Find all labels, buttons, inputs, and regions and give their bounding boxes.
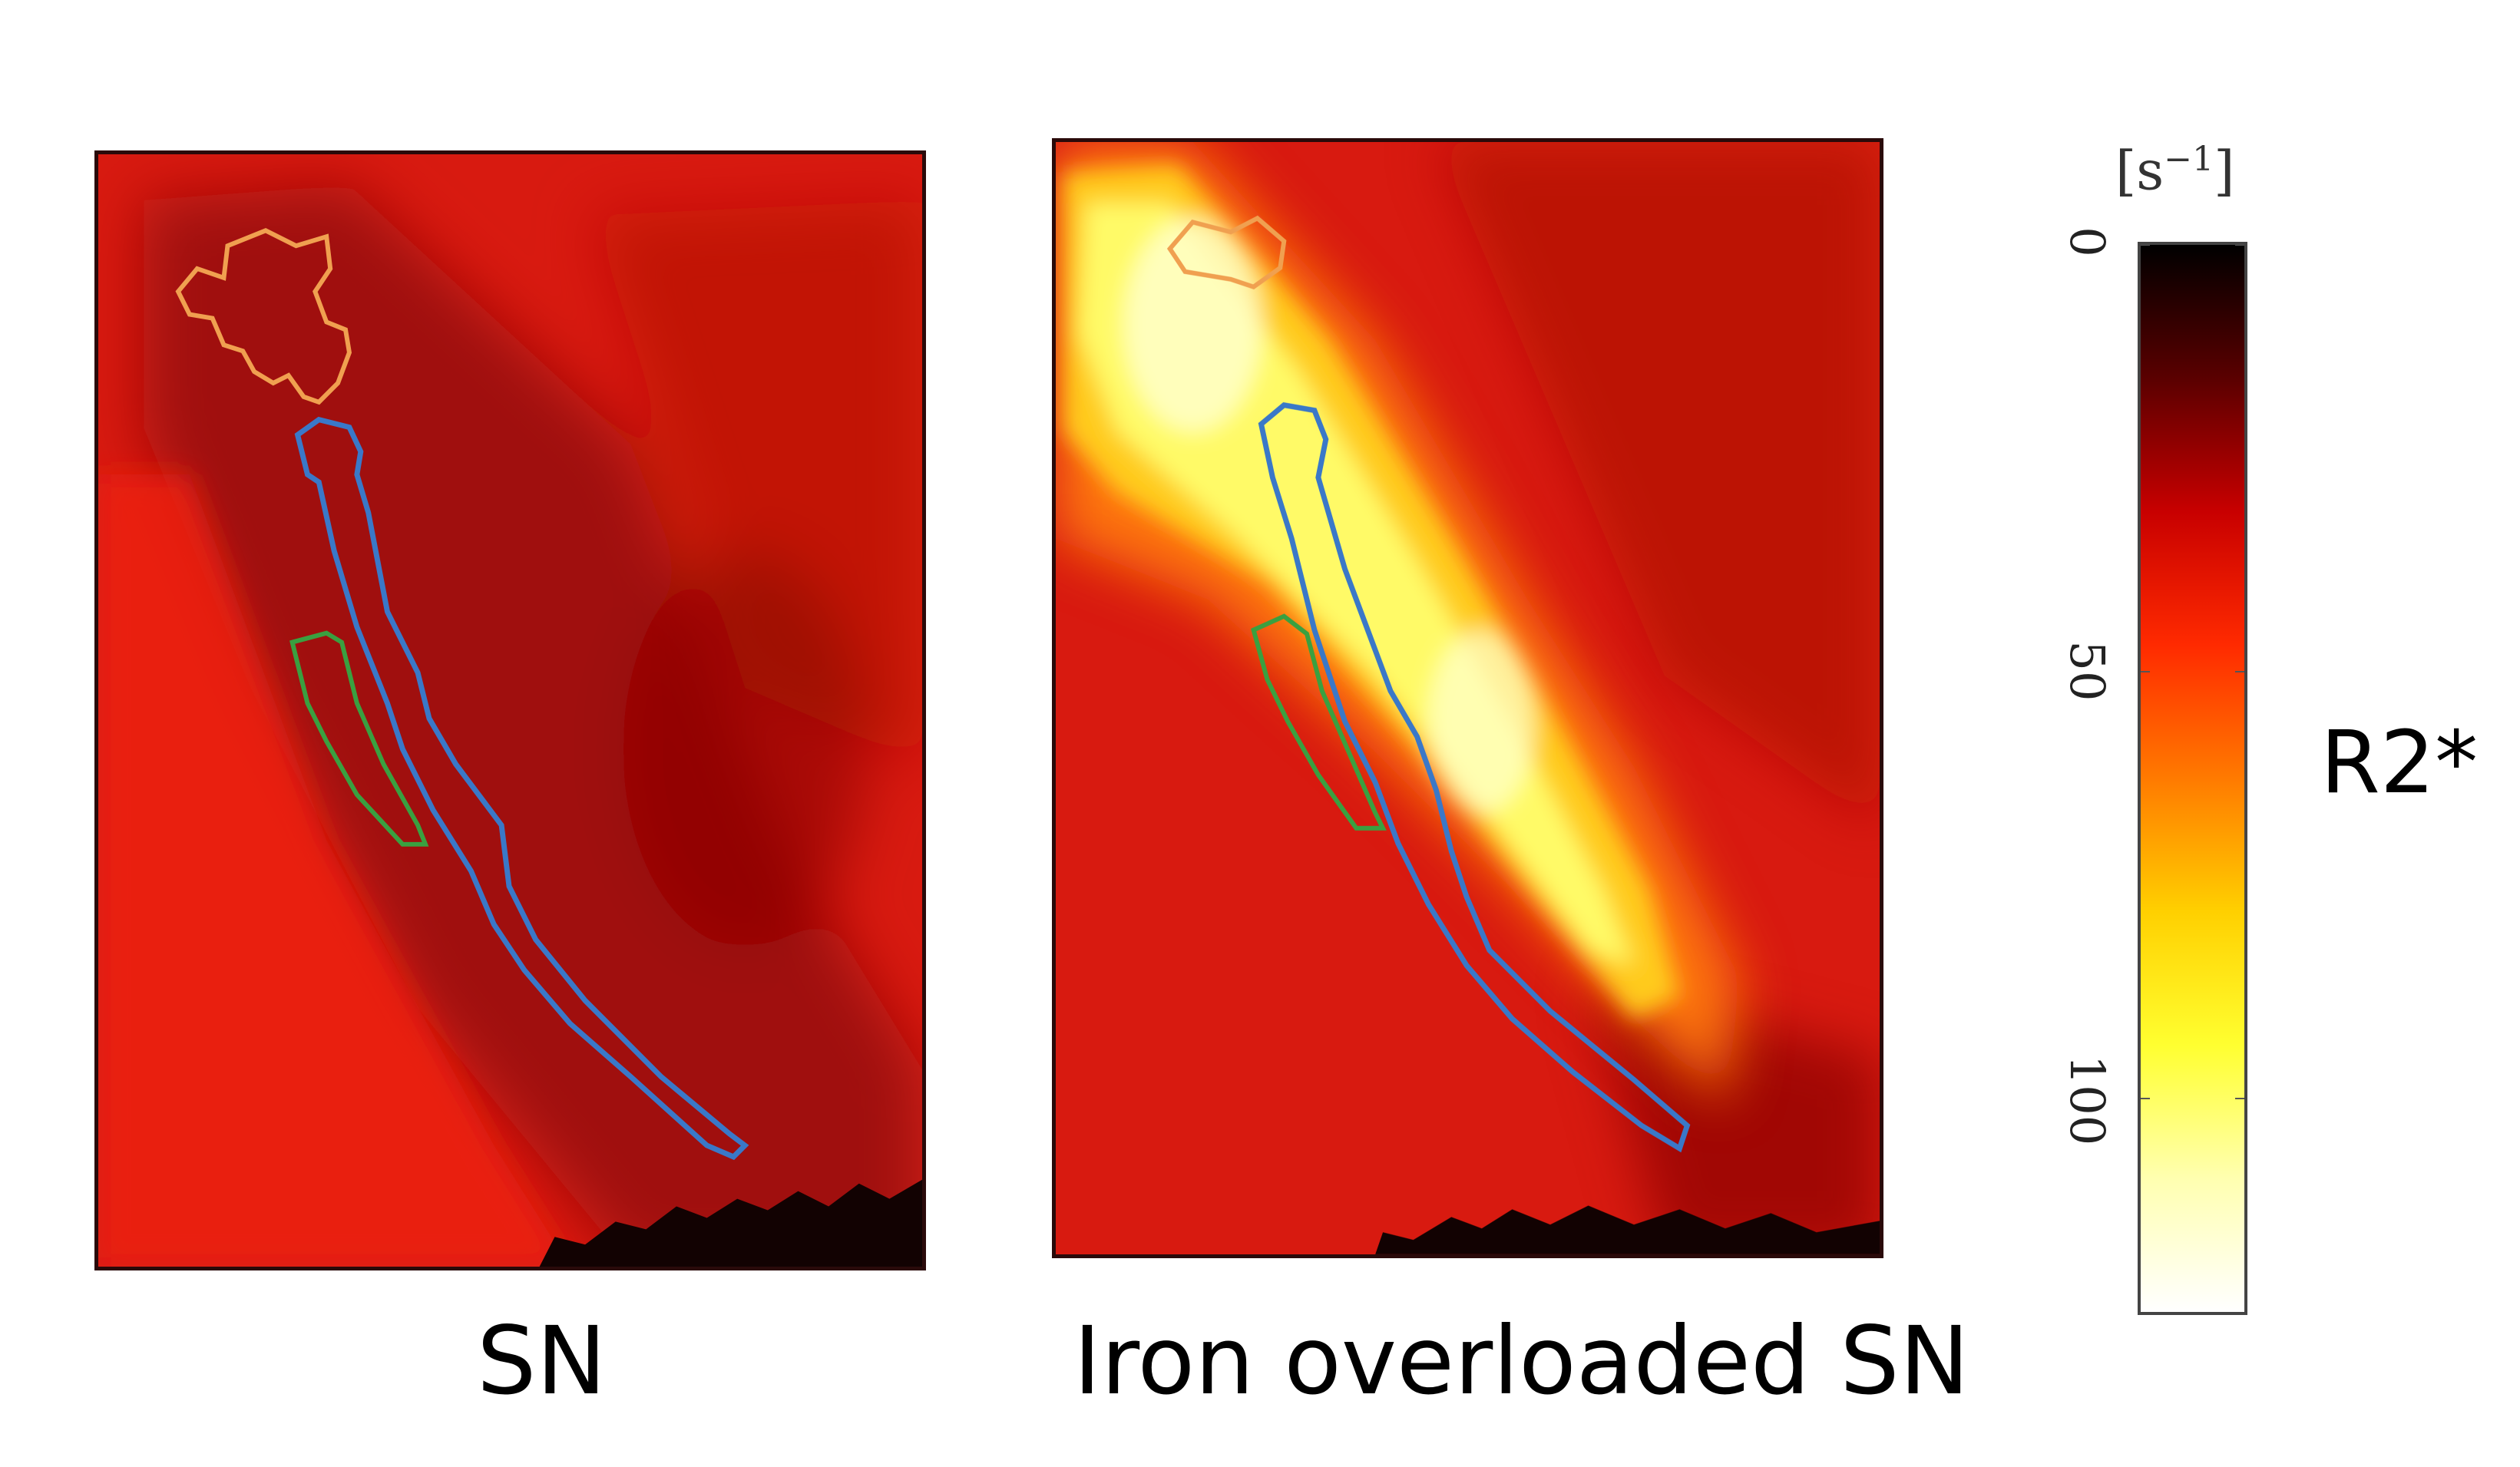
roi-blue-outline — [1258, 401, 1691, 1153]
colorbar — [2138, 242, 2247, 1315]
r2star-map-sn — [94, 150, 926, 1270]
r2star-map-iron-overloaded-sn-image — [1056, 142, 1880, 1254]
colorbar-tick-label: 0 — [2059, 226, 2115, 257]
roi-green-outline — [289, 630, 429, 847]
roi-orange-outline — [1166, 215, 1287, 290]
colorbar-tick-label: 100 — [2059, 1055, 2115, 1146]
caption-iron-overloaded-sn: Iron overloaded SN — [1073, 1307, 1969, 1416]
unit-base: [s — [2115, 139, 2164, 203]
colorbar-unit-label: [s−1] — [2115, 140, 2234, 198]
caption-sn: SN — [477, 1307, 607, 1416]
colorbar-gradient — [2141, 245, 2244, 1312]
colorbar-tick-label: 50 — [2059, 640, 2115, 702]
roi-green-outline — [1251, 613, 1387, 831]
unit-close: ] — [2214, 139, 2235, 203]
r2star-map-iron-overloaded-sn — [1052, 138, 1883, 1258]
colorbar-quantity-label: R2* — [2320, 713, 2479, 813]
r2star-map-sn-image — [98, 154, 922, 1267]
unit-exponent: −1 — [2164, 140, 2214, 179]
roi-blue-outline — [294, 416, 749, 1161]
roi-orange-outline — [175, 228, 352, 405]
